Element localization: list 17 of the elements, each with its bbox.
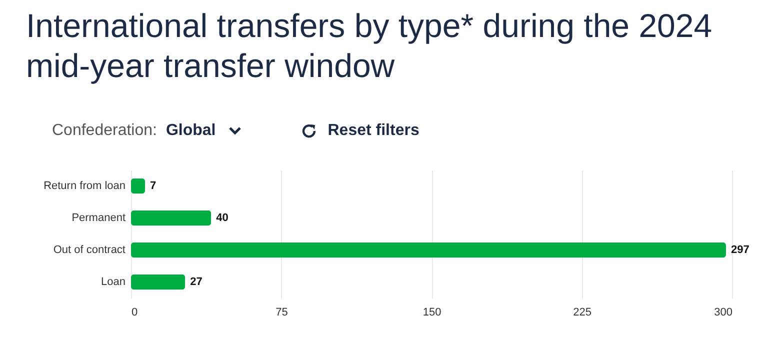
- data-label: 40: [216, 212, 228, 224]
- y-tick-label: Out of contract: [53, 244, 126, 256]
- x-tick-label: 75: [276, 306, 288, 318]
- text: Confederation:: [52, 122, 157, 140]
- y-tick-label: Return from loan: [44, 180, 126, 192]
- data-label: 297: [730, 244, 750, 256]
- x-tick-label: 0: [132, 306, 138, 318]
- x-tick-label: 225: [573, 306, 592, 318]
- text: Reset filters: [328, 122, 420, 140]
- text: Global: [166, 122, 216, 140]
- data-label: 7: [150, 180, 156, 192]
- chart-title: International transfers by type* during the 2024 mid-year transfer window: [26, 6, 714, 86]
- y-tick-label: Permanent: [72, 212, 126, 224]
- x-tick-label: 150: [422, 306, 442, 318]
- x-tick-label: 300: [714, 306, 732, 318]
- data-label: 27: [190, 276, 202, 288]
- y-tick-label: Loan: [101, 276, 126, 288]
